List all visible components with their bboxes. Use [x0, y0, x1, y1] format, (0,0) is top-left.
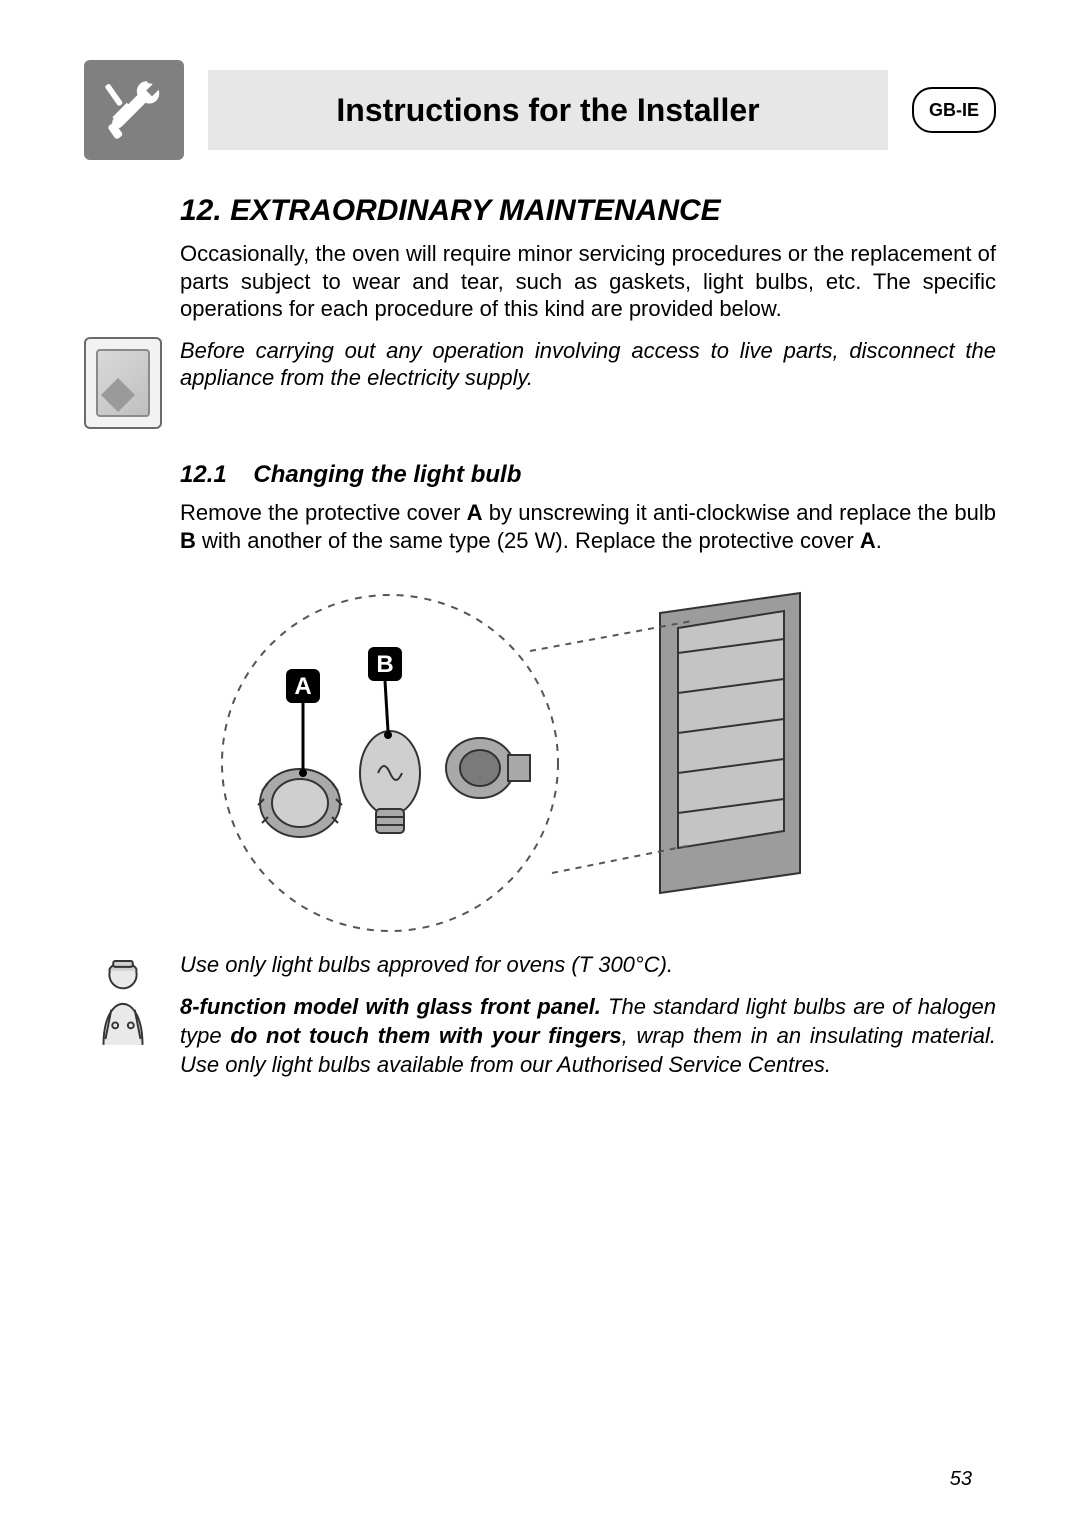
- bulb-diagram-wrap: A B: [180, 573, 996, 933]
- warning-row: Before carrying out any operation involv…: [84, 337, 996, 429]
- badge-a-text: A: [294, 673, 311, 700]
- note2-bold-mid: do not touch them with your fingers: [230, 1023, 621, 1048]
- region-badge: GB-IE: [912, 87, 996, 133]
- page-title: Instructions for the Installer: [336, 92, 759, 129]
- section-title: EXTRAORDINARY MAINTENANCE: [230, 194, 721, 227]
- note-line-1: Use only light bulbs approved for ovens …: [180, 951, 996, 980]
- instr-part4: .: [876, 528, 882, 553]
- bulb-diagram: A B: [180, 573, 820, 933]
- label-A-2: A: [860, 528, 876, 553]
- cover-a-icon: [258, 769, 342, 837]
- label-A: A: [467, 500, 483, 525]
- subsection-heading: 12.1 Changing the light bulb: [180, 461, 996, 489]
- warning-icon-slot: [84, 337, 162, 429]
- warning-text: Before carrying out any operation involv…: [180, 337, 996, 392]
- section-intro-wrap: Occasionally, the oven will require mino…: [180, 240, 996, 323]
- instr-part2: by unscrewing it anti-clockwise and repl…: [483, 500, 996, 525]
- instr-part1: Remove the protective cover: [180, 500, 467, 525]
- tech-note-text: Use only light bulbs approved for ovens …: [180, 951, 996, 1093]
- tools-icon: [84, 60, 184, 160]
- technician-icon: [84, 951, 162, 1049]
- disconnect-plug-icon: [84, 337, 162, 429]
- note2-bold-lead: 8-function model with glass front panel.: [180, 994, 601, 1019]
- wrench-screwdriver-icon: [98, 74, 170, 146]
- section-number: 12.: [180, 194, 222, 227]
- technician-icon-slot: [84, 951, 162, 1049]
- section-heading: 12. EXTRAORDINARY MAINTENANCE: [180, 194, 996, 228]
- bulb-instruction: Remove the protective cover A by unscrew…: [180, 499, 996, 555]
- region-badge-text: GB-IE: [929, 100, 979, 121]
- section-intro: Occasionally, the oven will require mino…: [180, 240, 996, 323]
- oven-front-icon: [660, 593, 800, 893]
- manual-page: Instructions for the Installer GB-IE 12.…: [0, 0, 1080, 1529]
- note-line-2: 8-function model with glass front panel.…: [180, 993, 996, 1079]
- subsection-title: Changing the light bulb: [253, 461, 521, 488]
- page-title-bar: Instructions for the Installer: [208, 70, 888, 150]
- label-B: B: [180, 528, 196, 553]
- tech-note-row: Use only light bulbs approved for ovens …: [84, 951, 996, 1093]
- subsection-number: 12.1: [180, 461, 227, 488]
- page-header: Instructions for the Installer GB-IE: [84, 60, 996, 160]
- instr-part3: with another of the same type (25 W). Re…: [196, 528, 860, 553]
- badge-b-text: B: [376, 651, 393, 678]
- page-number: 53: [950, 1468, 972, 1491]
